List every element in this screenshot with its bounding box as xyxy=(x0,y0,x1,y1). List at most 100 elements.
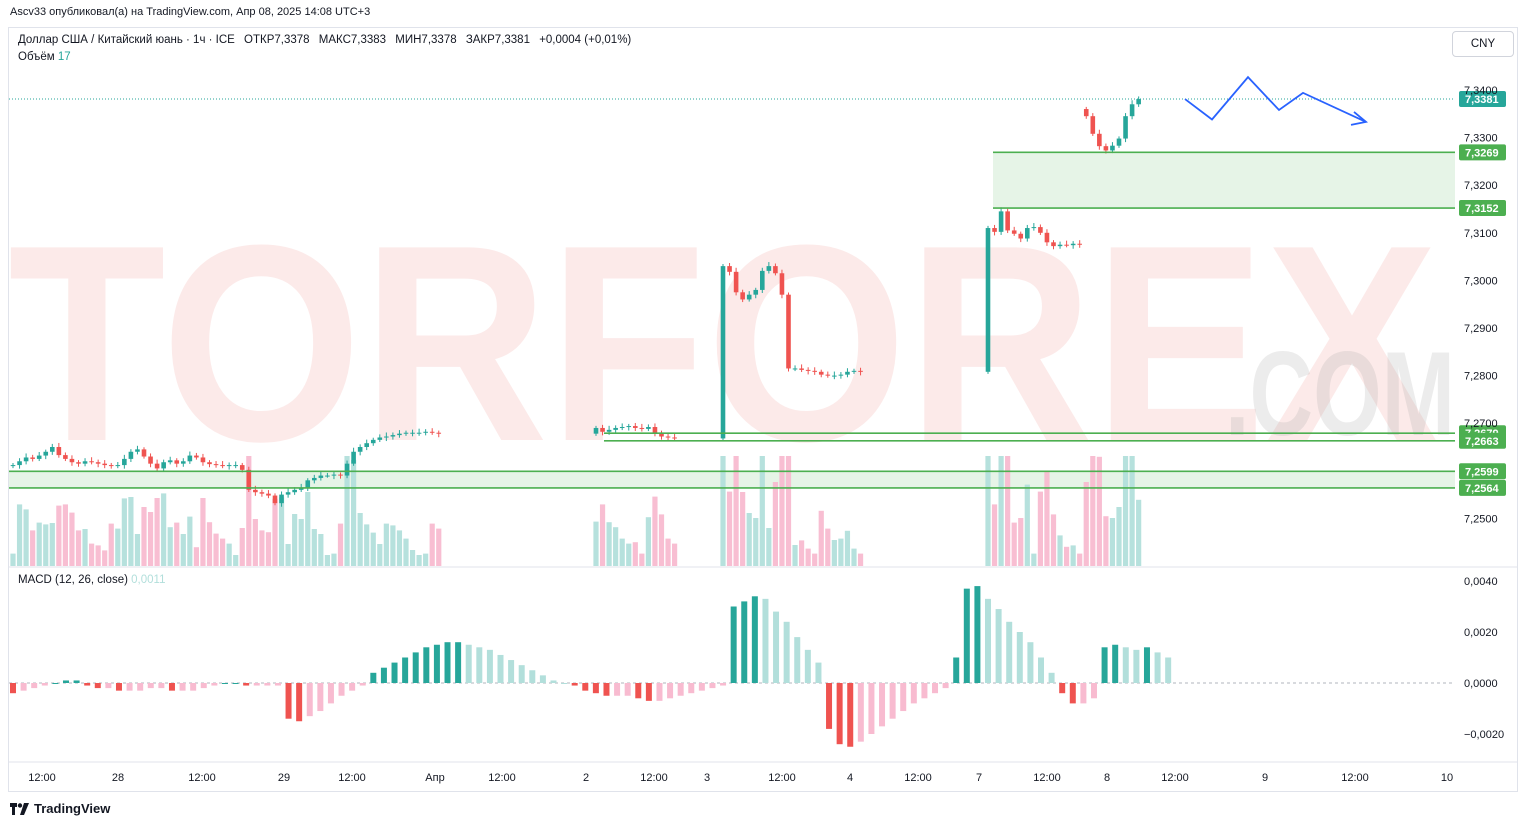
candle-body xyxy=(305,480,311,488)
macd-histogram-bar xyxy=(370,672,377,683)
volume-bar xyxy=(10,553,16,566)
macd-histogram-bar xyxy=(221,683,228,684)
macd-histogram-bar xyxy=(804,649,811,683)
macd-histogram-bar xyxy=(232,683,239,684)
current-price-tag xyxy=(1459,91,1506,108)
time-tick-label: 12:00 xyxy=(640,772,668,784)
forecast-layer xyxy=(1184,75,1369,126)
volume-bar xyxy=(318,534,324,566)
volume-bar xyxy=(187,516,193,566)
macd-histogram-bar xyxy=(253,683,260,686)
volume-bar xyxy=(403,538,409,566)
time-axis[interactable]: 12:00 28 12:00 29 12:00 Апр 12:00 2 12:00 3 12:00 4… xyxy=(28,772,1453,784)
symbol-name[interactable]: Доллар США / Китайский юань · 1ч · ICE xyxy=(18,34,235,46)
volume-bar xyxy=(753,518,759,566)
macd-histogram-bar xyxy=(720,683,727,686)
macd-label[interactable]: MACD (12, 26, close) xyxy=(18,574,128,586)
time-tick-label: 4 xyxy=(847,772,853,784)
macd-histogram-bar xyxy=(932,683,939,694)
macd-histogram-bar xyxy=(296,683,303,722)
current-price-label: 7,3381 xyxy=(1465,94,1499,106)
volume-bar xyxy=(213,533,219,566)
volume-bar xyxy=(364,524,370,566)
macd-histogram-bar xyxy=(486,649,493,683)
candle-body xyxy=(799,368,804,370)
time-tick-label: 3 xyxy=(704,772,710,784)
tradingview-logo[interactable]: TradingView xyxy=(10,801,110,816)
macd-histogram-bar xyxy=(635,683,642,699)
symbol-legend: Доллар США / Китайский юань · 1ч · ICE О… xyxy=(18,34,637,46)
macd-histogram-bar xyxy=(1154,652,1161,683)
macd-histogram-bar xyxy=(857,683,864,742)
candle-body xyxy=(818,371,824,375)
macd-histogram-bar xyxy=(974,586,981,683)
price-axis[interactable]: 7,3400 7,3300 7,3200 7,3100 7,3000 7,2900 7,28… xyxy=(1464,85,1498,525)
time-tick-label: 12:00 xyxy=(1033,772,1061,784)
currency-button[interactable]: CNY xyxy=(1452,31,1514,57)
macd-histogram-bar xyxy=(137,683,144,691)
volume-bar xyxy=(115,528,121,566)
volume-bar xyxy=(1031,553,1037,566)
volume-bar xyxy=(161,493,167,566)
volume-bar xyxy=(1018,518,1024,566)
candle-body xyxy=(786,294,791,369)
volume-bar xyxy=(16,504,23,566)
volume-bar xyxy=(49,523,55,566)
candle-body xyxy=(272,495,278,504)
macd-histogram-bar xyxy=(455,642,462,683)
macd-histogram-bar xyxy=(190,683,197,691)
macd-histogram-bar xyxy=(921,683,928,699)
volume-bar xyxy=(1044,471,1050,566)
volume-bar xyxy=(383,523,389,566)
candle-body xyxy=(181,461,186,464)
levels-layer: 7,32697,31527,26797,26637,25997,25647,33… xyxy=(9,91,1506,496)
volume-legend: Объём 17 xyxy=(18,51,71,63)
macd-histogram-bar xyxy=(359,683,366,686)
candle-body xyxy=(832,375,837,377)
price-tick-label: 7,2800 xyxy=(1464,371,1498,383)
price-tick-label: 7,2500 xyxy=(1464,513,1498,525)
volume-label[interactable]: Объём xyxy=(18,51,55,63)
forecast-path xyxy=(1184,75,1367,123)
candle-body xyxy=(36,455,42,459)
candle-body xyxy=(740,292,745,300)
macd-histogram-bar xyxy=(614,683,621,696)
macd-histogram-bar xyxy=(550,680,557,683)
volume-bar xyxy=(639,553,645,566)
price-tick-label: 7,2900 xyxy=(1464,323,1498,335)
volume-bar xyxy=(1096,456,1102,566)
volume-bar xyxy=(167,527,173,566)
volume-bar xyxy=(30,530,36,566)
macd-axis[interactable]: 0,0040 0,0020 0,0000 −0,0020 xyxy=(1464,576,1504,741)
volume-bar xyxy=(1090,456,1096,566)
volume-bar xyxy=(43,524,49,566)
volume-bar xyxy=(812,553,818,566)
candle-body xyxy=(259,492,265,494)
open-value: ОТКР7,3378 xyxy=(244,34,310,46)
macd-histogram-bar xyxy=(783,621,790,683)
candle-body xyxy=(108,465,114,467)
volume-bar xyxy=(265,532,272,566)
level-price-label: 7,3152 xyxy=(1465,203,1499,215)
time-tick-label: Апр xyxy=(425,772,444,784)
volume-bar xyxy=(285,544,291,566)
candle-body xyxy=(239,465,245,470)
volume-bar xyxy=(726,491,733,566)
volume-bar xyxy=(772,482,778,566)
volume-bar xyxy=(311,529,317,566)
volume-bar xyxy=(779,456,785,566)
macd-tick-label: 0,0020 xyxy=(1464,627,1498,639)
price-tick-label: 7,3000 xyxy=(1464,275,1498,287)
time-tick-label: 12:00 xyxy=(904,772,932,784)
tradingview-logo-icon xyxy=(10,802,30,815)
candle-body xyxy=(95,462,101,464)
volume-bar xyxy=(831,540,837,566)
candle-body xyxy=(410,432,415,434)
volume-bar xyxy=(82,529,88,566)
candle-body xyxy=(1051,242,1056,247)
macd-histogram-bar xyxy=(645,683,652,701)
macd-tick-label: −0,0020 xyxy=(1464,729,1504,741)
macd-histogram-bar xyxy=(1143,647,1150,683)
candle-body xyxy=(226,465,232,467)
